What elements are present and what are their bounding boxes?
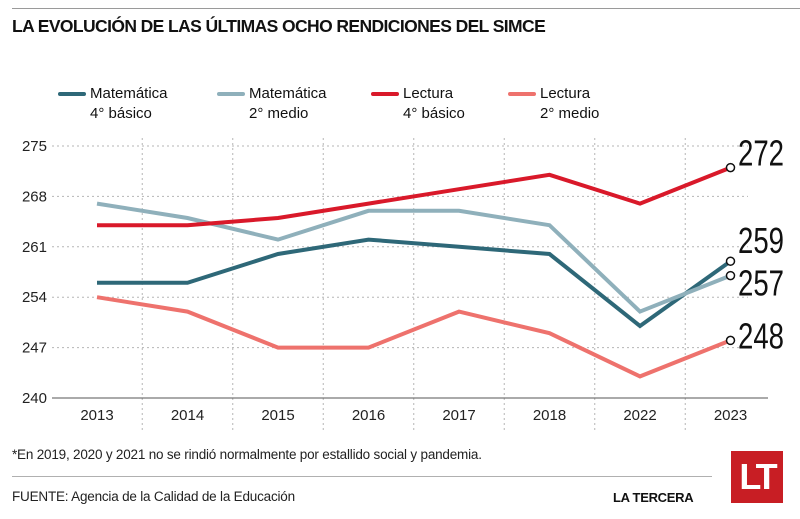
x-tick-label: 2018 [533,407,566,424]
x-tick-label: 2015 [261,407,294,424]
footnote: *En 2019, 2020 y 2021 no se rindió norma… [12,447,482,462]
y-tick-label: 254 [22,289,47,306]
x-tick-label: 2014 [171,407,204,424]
x-tick-label: 2017 [442,407,475,424]
chart-title: LA EVOLUCIÓN DE LAS ÚLTIMAS OCHO RENDICI… [12,16,546,36]
end-value-label: 257 [738,263,784,304]
y-tick-label: 268 [22,188,47,205]
legend-swatch [58,92,86,96]
x-tick-label: 2013 [80,407,113,424]
legend-swatch [508,92,536,96]
legend-label: Lectura 4° básico [403,85,465,122]
series-line [97,165,732,228]
legend-swatch [371,92,399,96]
la-tercera-logo: LT [731,451,783,503]
end-point-marker [725,270,736,281]
y-tick-label: 275 [22,138,47,155]
legend-swatch [217,92,245,96]
top-rule [12,8,800,9]
end-point-marker [725,162,736,173]
y-tick-label: 247 [22,340,47,357]
source-note: FUENTE: Agencia de la Calidad de la Educ… [12,489,295,504]
brand-name: LA TERCERA [613,490,694,505]
end-value-label: 272 [738,133,784,174]
legend-label: Matemática 4° básico [90,85,168,122]
y-tick-label: 261 [22,239,47,256]
y-tick-label: 240 [22,390,47,407]
legend-label: Lectura 2° medio [540,85,600,122]
legend-label: Matemática 2° medio [249,85,327,122]
x-tick-label: 2016 [352,407,385,424]
footer-rule [12,476,712,477]
end-value-label: 259 [738,220,784,261]
x-tick-label: 2023 [714,407,747,424]
end-point-marker [725,256,736,266]
legend: Matemática 4° básico Matemática 2° medio L… [0,84,800,128]
end-point-marker [725,335,736,346]
x-tick-label: 2022 [623,407,656,424]
series-line [96,201,732,314]
series-line [96,295,732,379]
end-value-label: 248 [738,315,784,356]
series-line [97,237,732,329]
